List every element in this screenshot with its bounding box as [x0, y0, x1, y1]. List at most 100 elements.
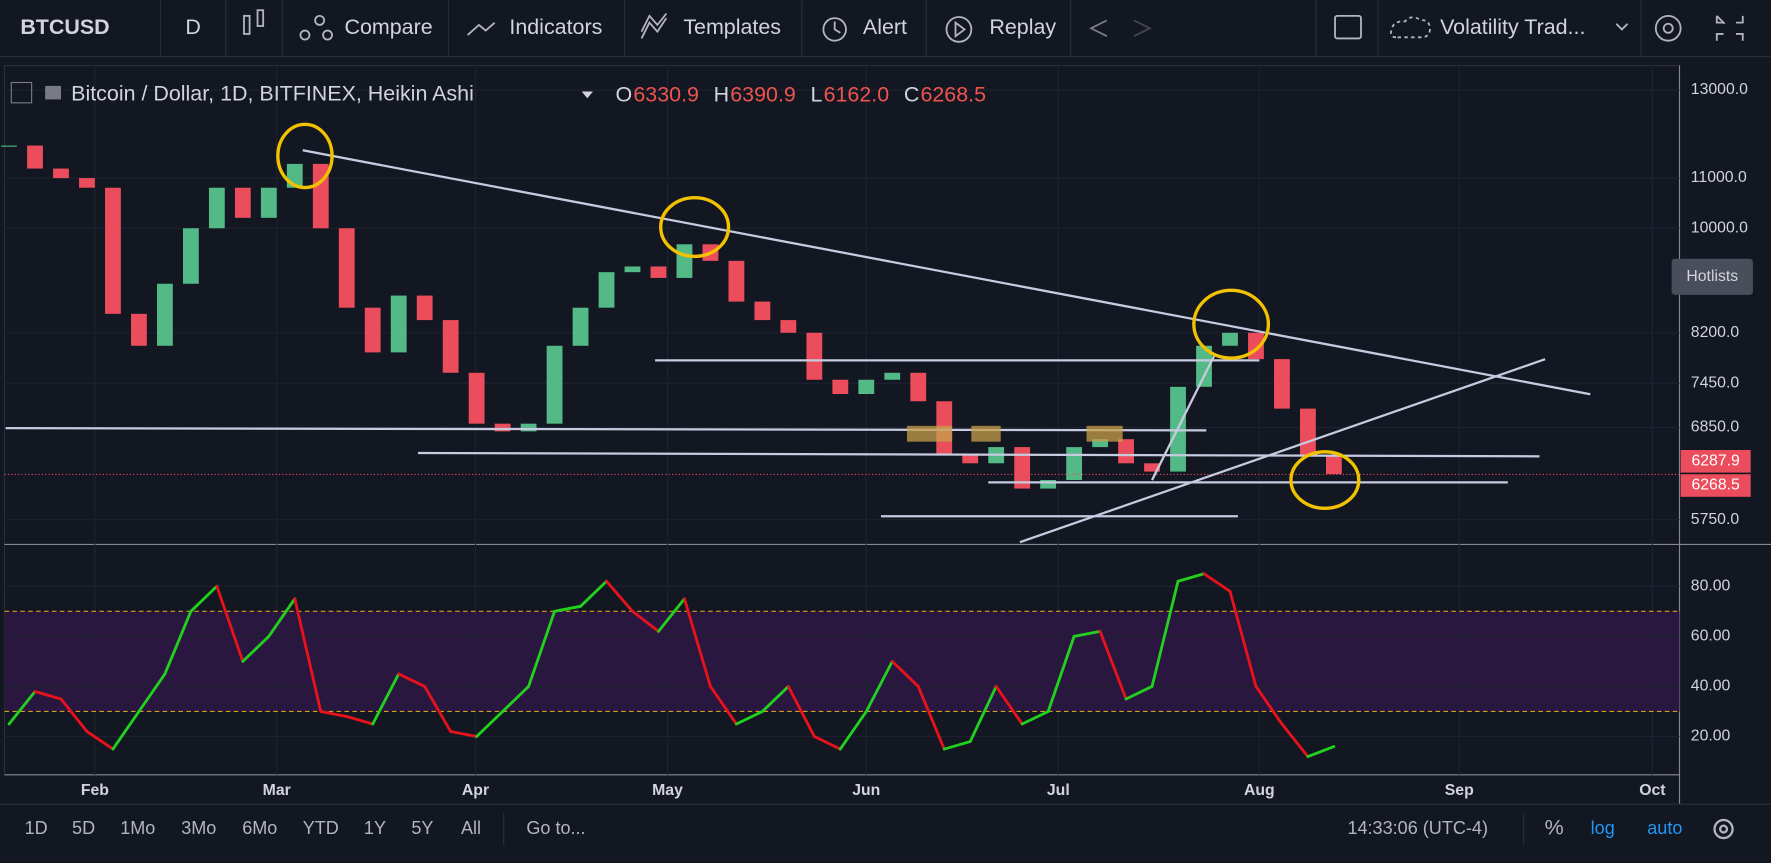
time-tick-label: Feb [81, 782, 109, 799]
price-label: 6268.5 [1691, 477, 1740, 494]
circles [276, 122, 1361, 510]
compare-button[interactable]: Compare [344, 15, 432, 39]
oscillator-segment [1020, 710, 1050, 726]
price-tick-label: 6850.0 [1691, 419, 1740, 436]
candle [806, 332, 823, 380]
candle [754, 301, 771, 321]
price-label: 6287.9 [1691, 452, 1740, 469]
toolbar [0, 0, 1771, 57]
candle [442, 320, 459, 373]
time-tick-label: Oct [1639, 782, 1666, 799]
hotlists-label[interactable]: Hotlists [1686, 268, 1738, 285]
oscillator-segment [734, 710, 764, 726]
time-tick-label: Mar [263, 782, 291, 799]
ohlc-letter: H [714, 83, 729, 107]
candle [234, 187, 251, 218]
oscillator-segment [423, 685, 453, 733]
range-button[interactable]: 1Mo [120, 818, 155, 838]
oscillator-segment [1176, 572, 1206, 583]
osc-tick-label: 60.00 [1691, 628, 1731, 645]
oscillator-segment [345, 715, 375, 726]
oscillator-segment [1124, 685, 1154, 701]
templates-button[interactable]: Templates [683, 15, 781, 39]
range-button[interactable]: 6Mo [242, 818, 277, 838]
auto-toggle[interactable]: auto [1647, 818, 1682, 838]
time-tick-label: Jun [852, 782, 880, 799]
ohlc-value: 6390.9 [730, 83, 796, 107]
candle [598, 272, 615, 308]
hotlists-button[interactable] [1671, 258, 1753, 295]
candle [208, 187, 225, 229]
goto-button[interactable]: Go to... [526, 818, 585, 838]
candle [79, 178, 95, 188]
ohlc-legend: O 6330.9 H 6390.9 L 6162.0 C 6268.5 [616, 83, 987, 107]
oscillator-segment [163, 609, 193, 676]
chart-title: Bitcoin / Dollar, 1D, BITFINEX, Heikin A… [71, 82, 474, 106]
price-tick-label: 8200.0 [1691, 324, 1740, 341]
oscillator-segment [812, 735, 842, 751]
candle [1092, 439, 1109, 448]
interval[interactable]: D [185, 15, 200, 39]
percent-toggle[interactable]: % [1545, 816, 1564, 840]
oscillator-segment [501, 685, 531, 713]
ohlc-letter: L [811, 83, 823, 107]
oscillator-segment [189, 584, 219, 613]
price-label-box [1680, 450, 1751, 473]
candle [728, 260, 745, 302]
oscillator-segment [709, 685, 738, 726]
range-button[interactable]: All [461, 818, 481, 838]
candle [27, 145, 43, 169]
legend-toggle[interactable] [10, 81, 33, 104]
clock: 14:33:06 (UTC-4) [1347, 818, 1488, 838]
symbol[interactable]: BTCUSD [20, 15, 109, 39]
oscillator-segment [605, 579, 634, 613]
settings-icon[interactable] [1713, 818, 1734, 840]
candle [650, 266, 667, 278]
layout-button[interactable]: Volatility Trad... [1440, 15, 1585, 39]
oscillator-segment [760, 685, 790, 713]
osc-tick-label: 20.00 [1691, 728, 1731, 745]
alert-button[interactable]: Alert [863, 15, 907, 39]
oscillator-segment [1254, 685, 1284, 726]
range-button[interactable]: 1Y [364, 818, 386, 838]
price-tick-label: 7450.0 [1691, 374, 1740, 391]
oscillator-segment [916, 685, 946, 751]
oscillator-segment [397, 672, 427, 688]
candle [1274, 359, 1290, 409]
replay-button[interactable]: Replay [989, 15, 1056, 39]
ohlc-value: 6268.5 [920, 83, 986, 107]
candle [1325, 455, 1342, 475]
log-toggle[interactable]: log [1591, 818, 1615, 838]
oscillator-segment [1098, 629, 1128, 701]
range-button[interactable]: YTD [303, 818, 339, 838]
oscillator-segment [59, 697, 89, 733]
candle [338, 228, 355, 308]
oscillator-segment [1202, 572, 1232, 593]
oscillator-segment [527, 609, 556, 688]
range-button[interactable]: 5D [72, 818, 95, 838]
range-button[interactable]: 1D [25, 818, 48, 838]
price-label-box [1680, 474, 1751, 497]
time-tick-label: Aug [1244, 782, 1275, 799]
ohlc-value: 6162.0 [824, 83, 890, 107]
oscillator-segment [683, 597, 712, 688]
candle [260, 187, 277, 218]
oscillator-segment [319, 710, 349, 718]
oscillator-segment [786, 685, 816, 738]
candle [520, 423, 537, 432]
range-button[interactable]: 3Mo [181, 818, 216, 838]
trend-lines [5, 149, 1591, 544]
oscillator-segment [657, 597, 686, 633]
oscillator-segment [449, 730, 479, 738]
candle [1, 145, 17, 147]
indicators-button[interactable]: Indicators [509, 15, 602, 39]
ohlc-value: 6330.9 [633, 83, 699, 107]
legend-caret[interactable] [581, 91, 593, 99]
candle [390, 295, 407, 353]
legend-icon [45, 85, 61, 100]
oscillator-segment [241, 634, 271, 663]
range-button[interactable]: 5Y [411, 818, 433, 838]
